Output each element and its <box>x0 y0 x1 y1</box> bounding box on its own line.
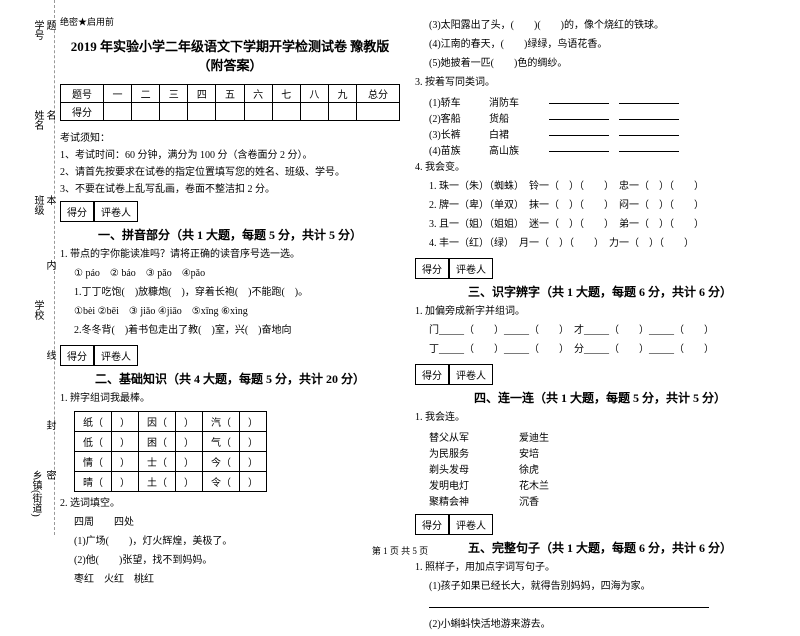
th-total: 总分 <box>357 85 400 103</box>
th-1: 一 <box>103 85 131 103</box>
left-column: 绝密★启用前 2019 年实验小学二年级语文下学期开学检测试卷 豫教版（附答案）… <box>60 15 400 591</box>
marker-nei: 内 <box>42 260 57 270</box>
th-num: 题号 <box>61 85 104 103</box>
section-box-1: 得分 评卷人 <box>60 201 400 222</box>
q4-r3: 3. 且一（姐）（姐姐） 迷一（ ）（ ） 弟一（ ）（ ） <box>415 217 785 233</box>
notice-title: 考试须知： <box>60 129 400 144</box>
q4-r1: 1. 珠一（朱）（蜘蛛） 铃一（ ）（ ） 忠一（ ）（ ） <box>415 179 785 195</box>
s3-q1: 1. 加偏旁成新字并组词。 <box>415 304 785 320</box>
s5-q1a: (1)孩子如果已经长大，就得告别妈妈，四海为家。 <box>415 579 785 595</box>
page-footer: 第 1 页 共 5 页 <box>0 544 800 557</box>
marker-ti: 题 <box>42 20 57 30</box>
score-cell: 得分 <box>60 201 94 222</box>
r-line2: (4)江南的春天，( )绿绿，鸟语花香。 <box>415 37 785 53</box>
marker-mi: 密 <box>42 470 57 480</box>
char-table: 纸（）因（）汽（） 低（）困（）气（） 情（）士（）今（） 晴（）土（）令（） <box>74 411 267 492</box>
blank-line-1[interactable] <box>429 598 709 608</box>
notice-3: 3、不要在试卷上乱写乱画，卷面不整洁扣 2 分。 <box>60 180 400 195</box>
r-line1: (3)太阳露出了头，( )( )的，像个烧红的铁球。 <box>415 18 785 34</box>
td-score: 得分 <box>61 103 104 121</box>
s1-line2: 1.丁丁吃饱( )放糠炮( )，穿着长袍( )不能跑( )。 <box>60 285 400 301</box>
th-2: 二 <box>132 85 160 103</box>
s2-q2: 2. 选词填空。 <box>60 496 400 512</box>
th-9: 九 <box>328 85 356 103</box>
s3-r1: 门_____（ ）_____（ ） 才_____（ ）_____（ ） <box>415 323 785 339</box>
th-6: 六 <box>244 85 272 103</box>
s2-q2d: 枣红 火红 桃红 <box>60 572 400 588</box>
s4-q1: 1. 我会连。 <box>415 410 785 426</box>
secret-label: 绝密★启用前 <box>60 15 400 28</box>
s5-q1b: (2)小蝌蚪快活地游来游去。 <box>415 617 785 633</box>
marker-xian: 线 <box>42 350 57 360</box>
q4-r2: 2. 牌一（卑）（单双） 抹一（ ）（ ） 闷一（ ）（ ） <box>415 198 785 214</box>
s1-line3: ①bèi ②bēi ③ jiǎo ④jiāo ⑤xīng ⑥xìng <box>60 304 400 320</box>
q3-grid: (1)轿车消防车 (2)客船货船 (3)长裤白裙 (4)苗族高山族 <box>415 94 785 157</box>
s5-q1: 1. 照样子，用加点字词写句子。 <box>415 560 785 576</box>
marker-feng: 封 <box>42 420 57 430</box>
th-7: 七 <box>272 85 300 103</box>
marker-ben: 本 <box>42 195 57 205</box>
binding-sidebar: 学号 题 姓名 名 班级 本 内 学校 线 封 密 乡镇(街道) <box>0 0 55 535</box>
section-box-4: 得分 评卷人 <box>415 364 785 385</box>
section-3-title: 三、识字辨字（共 1 大题，每题 6 分，共计 6 分） <box>415 283 785 300</box>
label-school: 学校 <box>30 300 45 320</box>
section-box-5: 得分 评卷人 <box>415 514 785 535</box>
right-column: (3)太阳露出了头，( )( )的，像个烧红的铁球。 (4)江南的春天，( )绿… <box>415 15 785 636</box>
th-4: 四 <box>188 85 216 103</box>
r-q3: 3. 按着写同类词。 <box>415 75 785 91</box>
section-1-title: 一、拼音部分（共 1 大题，每题 5 分，共计 5 分） <box>60 226 400 243</box>
section-2-title: 二、基础知识（共 4 大题，每题 5 分，共计 20 分） <box>60 370 400 387</box>
s3-r2: 丁_____（ ）_____（ ） 分_____（ ）_____（ ） <box>415 342 785 358</box>
r-line3: (5)她披着一匹( )色的绸纱。 <box>415 56 785 72</box>
s2-q2a: 四周 四处 <box>60 515 400 531</box>
th-8: 八 <box>300 85 328 103</box>
notice-2: 2、请首先按要求在试卷的指定位置填写您的姓名、班级、学号。 <box>60 163 400 178</box>
label-town: 乡镇(街道) <box>28 470 43 517</box>
section-box-2: 得分 评卷人 <box>60 345 400 366</box>
s2-q1: 1. 辨字组词我最棒。 <box>60 391 400 407</box>
section-box-3: 得分 评卷人 <box>415 258 785 279</box>
section-4-title: 四、连一连（共 1 大题，每题 5 分，共计 5 分） <box>415 389 785 406</box>
th-5: 五 <box>216 85 244 103</box>
reviewer-cell: 评卷人 <box>94 201 138 222</box>
s1-q1: 1. 带点的字你能读准吗？请将正确的读音序号选一选。 <box>60 247 400 263</box>
score-table: 题号 一 二 三 四 五 六 七 八 九 总分 得分 <box>60 84 400 121</box>
s1-line4: 2.冬冬背( )着书包走出了教( )室，兴( )奋地向 <box>60 323 400 339</box>
notice-1: 1、考试时间：60 分钟，满分为 100 分（含卷面分 2 分）。 <box>60 146 400 161</box>
marker-ming: 名 <box>42 110 57 120</box>
s1-line1: ① páo ② báo ③ pǎo ④pǎo <box>60 266 400 282</box>
th-3: 三 <box>160 85 188 103</box>
exam-title: 2019 年实验小学二年级语文下学期开学检测试卷 豫教版（附答案） <box>60 36 400 74</box>
r-q4: 4. 我会变。 <box>415 160 785 176</box>
q4-r4: 4. 丰一（红）（绿） 月一（ ）（ ） 力一（ ）（ ） <box>415 236 785 252</box>
